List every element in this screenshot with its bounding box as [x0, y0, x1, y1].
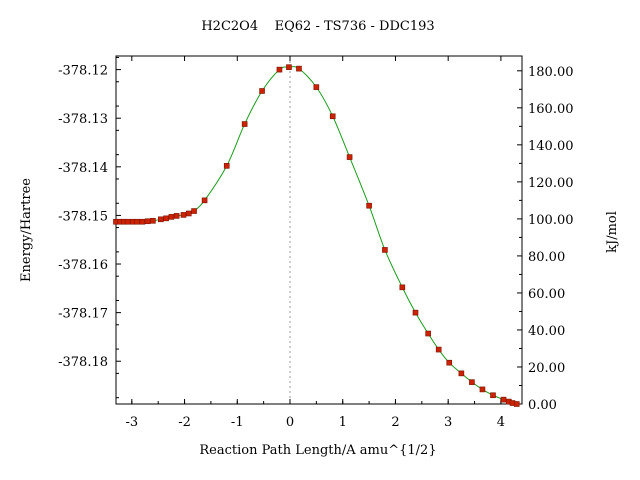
left-axis-label: Energy/Hartree — [19, 178, 34, 282]
left-tick-label: -378.18 — [58, 355, 108, 370]
right-tick-label: 180.00 — [528, 65, 574, 80]
data-point — [366, 202, 372, 209]
data-point — [286, 64, 292, 70]
x-tick-label: 1 — [339, 415, 347, 430]
x-tick-label: 0 — [286, 415, 294, 430]
data-point — [425, 330, 431, 337]
x-tick-label: -3 — [125, 415, 138, 430]
data-point — [329, 113, 336, 120]
data-point — [513, 401, 520, 407]
right-axis-ticks: 0.00 20.00 40.00 60.00 80.00 100.00 120.00 140.… — [517, 65, 574, 413]
right-tick-label: 100.00 — [528, 213, 574, 228]
data-point — [223, 163, 230, 169]
data-point — [168, 214, 175, 220]
plot-frame — [115, 55, 523, 405]
right-tick-label: 140.00 — [528, 139, 574, 154]
right-tick-label: 0.00 — [528, 398, 557, 413]
left-tick-label: -378.14 — [58, 161, 108, 176]
right-tick-label: 80.00 — [528, 250, 565, 265]
right-tick-label: 40.00 — [528, 324, 565, 339]
right-tick-label: 160.00 — [528, 102, 574, 117]
data-point — [201, 197, 208, 204]
data-point — [241, 121, 248, 127]
data-point — [150, 217, 156, 224]
left-axis-ticks: -378.12 -378.13 -378.14 -378.15 -378.16 -378.… — [58, 56, 121, 399]
x-tick-label: -2 — [178, 415, 191, 430]
data-point — [500, 396, 507, 403]
data-point — [158, 216, 164, 223]
data-point — [490, 392, 496, 399]
data-point — [139, 218, 146, 225]
data-point — [469, 379, 475, 385]
data-points — [113, 64, 520, 407]
x-tick-label: 4 — [497, 415, 505, 430]
data-point — [163, 215, 169, 222]
data-point — [458, 370, 465, 377]
x-tick-label: -1 — [231, 415, 244, 430]
x-tick-label: 3 — [444, 415, 452, 430]
data-point — [259, 88, 265, 94]
data-point — [479, 386, 486, 393]
data-point — [313, 84, 320, 90]
chart-title: H2C2O4 EQ62 - TS736 - DDC193 — [201, 19, 434, 34]
left-tick-label: -378.17 — [58, 307, 108, 322]
data-point — [134, 218, 140, 225]
x-axis-label: Reaction Path Length/A amu^{1/2} — [199, 443, 436, 458]
right-tick-label: 20.00 — [528, 361, 565, 376]
left-tick-label: -378.12 — [58, 64, 108, 79]
data-point — [346, 154, 353, 160]
right-axis-label: kJ/mol — [605, 211, 620, 253]
energy-curve — [116, 66, 517, 405]
data-point — [399, 284, 406, 291]
right-tick-label: 120.00 — [528, 176, 574, 191]
data-point — [435, 346, 442, 353]
right-tick-label: 60.00 — [528, 287, 565, 302]
data-point — [276, 66, 283, 73]
data-point — [382, 247, 388, 253]
data-point — [180, 212, 187, 218]
data-point — [173, 213, 180, 219]
left-tick-label: -378.15 — [58, 209, 108, 224]
left-tick-label: -378.13 — [58, 112, 108, 127]
x-axis-ticks: -3 -2 -1 0 1 2 3 4 — [125, 56, 505, 430]
left-tick-label: -378.16 — [58, 258, 108, 273]
data-point — [191, 208, 197, 214]
data-point — [124, 218, 131, 225]
data-point — [446, 359, 453, 366]
data-point — [412, 309, 419, 316]
x-tick-label: 2 — [391, 415, 399, 430]
data-point — [296, 65, 302, 72]
data-point — [144, 218, 151, 225]
data-point — [185, 210, 192, 217]
